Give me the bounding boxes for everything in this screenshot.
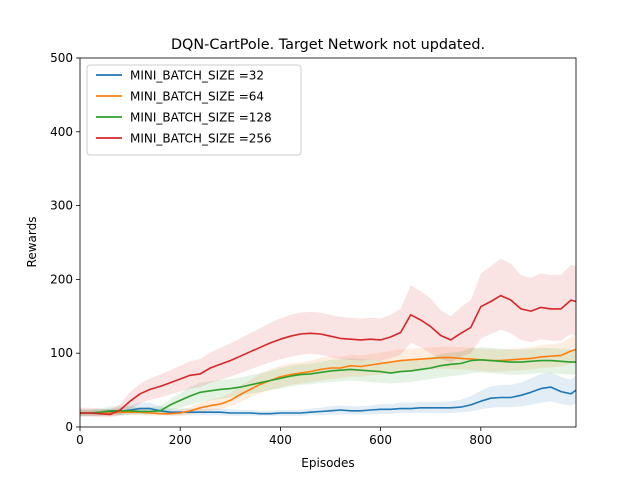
legend-box — [86, 64, 302, 156]
legend-label-2: MINI_BATCH_SIZE =64 — [130, 90, 264, 104]
y-axis-ticks: 0 100 200 300 400 500 — [50, 51, 80, 434]
series-line-1 — [80, 386, 577, 415]
chart-title: DQN-CartPole. Target Network not updated… — [171, 37, 485, 53]
y-tick-label: 0 — [65, 420, 73, 434]
y-tick-label: 200 — [50, 272, 73, 286]
y-tick-label: 500 — [50, 51, 73, 65]
x-tick-label: 0 — [76, 433, 84, 447]
y-tick-label: 100 — [50, 346, 73, 360]
y-tick-label: 300 — [50, 199, 73, 213]
x-tick-label: 200 — [169, 433, 192, 447]
x-axis-label: Episodes — [301, 456, 354, 470]
y-tick-label: 400 — [50, 125, 73, 139]
x-tick-label: 400 — [269, 433, 292, 447]
legend-label-4: MINI_BATCH_SIZE =256 — [130, 132, 272, 146]
legend-label-3: MINI_BATCH_SIZE =128 — [130, 111, 272, 125]
series-line-3 — [80, 358, 576, 414]
series-line-4 — [80, 294, 577, 416]
x-tick-label: 800 — [469, 433, 492, 447]
series-band-4 — [80, 258, 576, 418]
x-axis-ticks: 0 200 400 600 800 — [76, 427, 492, 447]
plot-frame — [79, 57, 577, 428]
y-axis-label: Rewards — [25, 217, 39, 268]
x-tick-label: 600 — [369, 433, 392, 447]
series-lines — [80, 294, 577, 416]
series-band-2 — [80, 334, 576, 416]
series-band-1 — [80, 372, 576, 416]
legend-label-1: MINI_BATCH_SIZE =32 — [130, 69, 264, 83]
legend: MINI_BATCH_SIZE =32 MINI_BATCH_SIZE =64 MI… — [86, 64, 302, 156]
